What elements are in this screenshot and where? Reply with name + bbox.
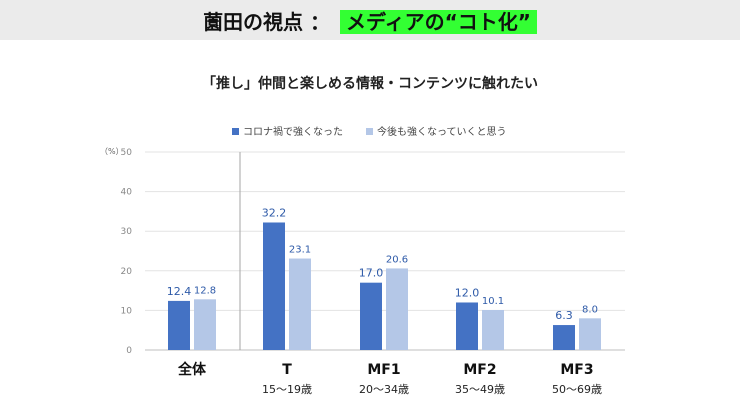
y-unit-label: （%）: [100, 147, 124, 156]
data-label: 12.4: [167, 285, 192, 298]
data-label: 32.2: [262, 206, 287, 219]
legend-swatch: [366, 128, 373, 135]
bar: [579, 318, 601, 350]
chart-title: 「推し」仲間と楽しめる情報・コンテンツに触れたい: [202, 76, 538, 92]
bar: [360, 282, 382, 350]
bar: [168, 300, 190, 350]
y-tick-label: 50: [121, 148, 133, 158]
data-label: 17.0: [359, 267, 384, 280]
category-age-label: 50～69歳: [552, 383, 602, 396]
data-label: 8.0: [582, 304, 598, 315]
y-tick-label: 30: [121, 227, 133, 237]
category-age-label: 15～19歳: [262, 383, 312, 396]
category-label: MF3: [560, 362, 593, 378]
data-label: 6.3: [555, 309, 573, 322]
page-title-highlight: メディアの“コト化”: [340, 10, 537, 34]
y-tick-label: 40: [121, 188, 133, 198]
bar: [553, 325, 575, 350]
category-label: MF2: [463, 362, 496, 378]
legend-label: 今後も強くなっていくと思う: [377, 125, 507, 138]
legend-label: コロナ禍で強くなった: [243, 125, 343, 138]
legend-swatch: [232, 128, 239, 135]
category-label: MF1: [367, 362, 400, 378]
y-tick-label: 20: [121, 267, 133, 277]
data-label: 20.6: [386, 254, 408, 265]
bar: [263, 222, 285, 350]
bar: [194, 299, 216, 350]
y-tick-label: 10: [121, 306, 133, 316]
page-title-prefix: 薗田の視点 ：: [203, 10, 331, 34]
page-title: 薗田の視点 ： メディアの“コト化”: [0, 6, 740, 35]
data-label: 23.1: [289, 245, 311, 256]
category-label: 全体: [177, 361, 207, 378]
bar: [482, 310, 504, 350]
category-age-label: 35～49歳: [455, 383, 505, 396]
y-tick-label: 0: [126, 346, 132, 356]
category-label: T: [282, 362, 292, 378]
data-label: 12.8: [194, 285, 216, 296]
bar: [386, 268, 408, 350]
bar: [289, 258, 311, 350]
bar: [456, 302, 478, 350]
data-label: 12.0: [455, 286, 480, 299]
category-age-label: 20～34歳: [359, 383, 409, 396]
data-label: 10.1: [482, 296, 504, 307]
